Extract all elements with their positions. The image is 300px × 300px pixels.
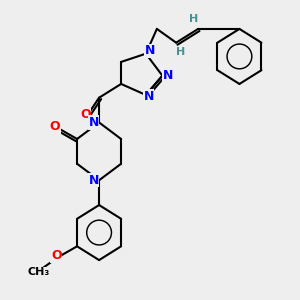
Text: N: N [88, 116, 99, 129]
Text: O: O [50, 120, 60, 133]
Text: N: N [163, 69, 173, 82]
Text: N: N [143, 90, 154, 103]
Text: O: O [80, 108, 91, 121]
Text: O: O [51, 250, 62, 262]
Text: N: N [145, 44, 155, 57]
Text: CH₃: CH₃ [27, 268, 50, 278]
Text: H: H [189, 14, 199, 24]
Text: H: H [176, 47, 185, 57]
Text: N: N [88, 174, 99, 187]
